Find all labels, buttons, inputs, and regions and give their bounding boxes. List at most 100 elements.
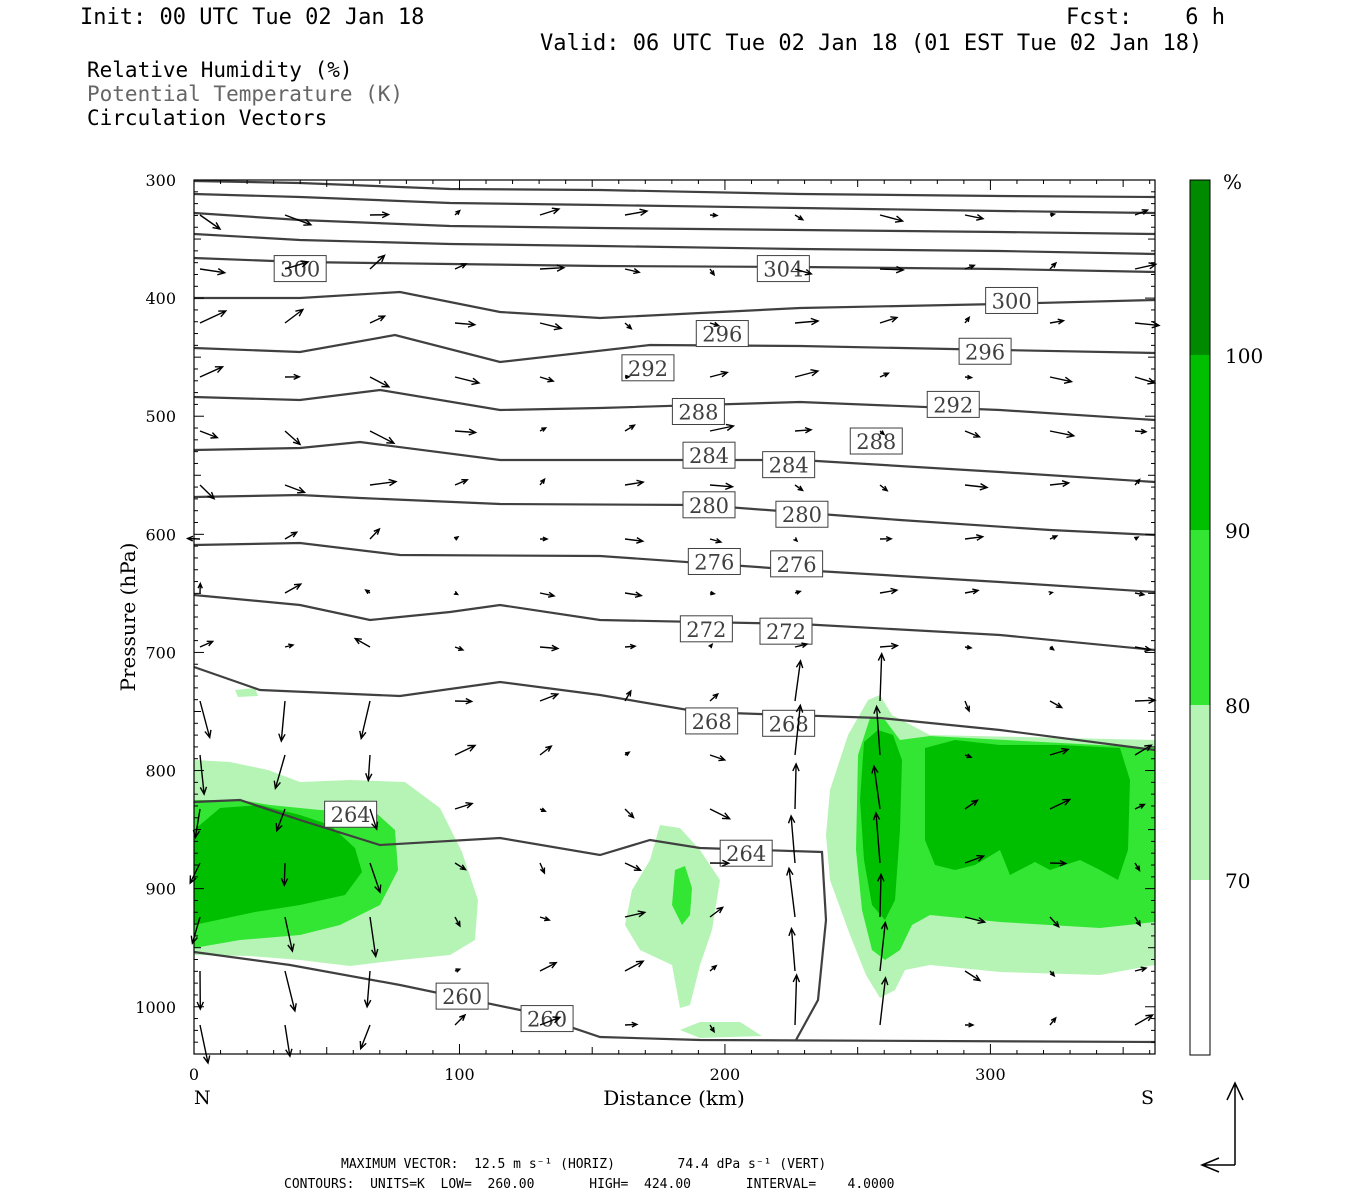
- theta-label: 280: [682, 491, 736, 519]
- vector-arrow: [793, 537, 799, 543]
- colorbar-unit: %: [1223, 170, 1242, 194]
- vector-arrow: [709, 212, 719, 218]
- vector-arrow: [624, 643, 637, 650]
- y-tick-label: 600: [145, 525, 176, 544]
- theta-contour: [194, 211, 1155, 236]
- vector-arrow: [1134, 209, 1150, 216]
- vector-arrow: [709, 268, 716, 277]
- vector-arrow: [369, 862, 382, 894]
- vector-arrow: [709, 423, 736, 432]
- vector-arrow: [1134, 645, 1153, 653]
- y-tick-label: 500: [145, 407, 176, 426]
- rh90-area-south-left: [860, 730, 902, 920]
- vector-arrow: [1134, 428, 1148, 435]
- contour-info: CONTOURS: UNITS=K LOW= 260.00 HIGH= 424.…: [284, 1177, 895, 1192]
- vector-arrow: [539, 745, 553, 756]
- rh70-area-middle: [625, 825, 720, 1008]
- circulation-vectors: [185, 207, 1161, 1065]
- vector-arrow: [1134, 696, 1157, 705]
- vector-arrow: [624, 374, 631, 380]
- vector-arrow: [624, 268, 641, 275]
- y-tick-label: 700: [145, 643, 176, 662]
- svg-text:284: 284: [689, 444, 729, 468]
- theta-label: 268: [685, 707, 739, 735]
- vector-arrow: [454, 479, 469, 486]
- vector-arrow: [879, 920, 889, 972]
- colorbar-100: [1190, 180, 1210, 355]
- vector-arrow: [284, 308, 305, 324]
- svg-text:276: 276: [694, 550, 734, 574]
- rh-shading: [194, 688, 1155, 1038]
- colorbar-label: 80: [1225, 694, 1250, 718]
- init-time: Init: 00 UTC Tue 02 Jan 18: [80, 5, 425, 30]
- theta-contour: [194, 232, 1155, 256]
- vector-arrow: [877, 872, 885, 918]
- theta-label: 296: [958, 337, 1012, 365]
- vector-arrow: [964, 430, 982, 438]
- vector-arrow: [624, 910, 647, 918]
- vector-arrow: [964, 799, 979, 810]
- svg-text:268: 268: [769, 712, 809, 736]
- vector-arrow: [709, 537, 723, 544]
- vector-arrow: [1049, 645, 1055, 651]
- svg-text:300: 300: [992, 289, 1032, 313]
- vector-arrow: [873, 704, 881, 756]
- vector-arrow: [1049, 212, 1057, 218]
- rh70-blob-1: [235, 688, 258, 697]
- colorbar-label: 90: [1225, 519, 1250, 543]
- rh90-area-south-right: [925, 740, 1130, 880]
- svg-text:260: 260: [527, 1008, 567, 1032]
- vector-arrow: [879, 976, 889, 1026]
- vector-arrow: [787, 814, 796, 864]
- vector-arrow: [199, 310, 228, 324]
- vector-arrow: [786, 866, 796, 918]
- svg-text:288: 288: [678, 400, 718, 424]
- theta-contour: [194, 593, 1155, 652]
- vector-arrow: [454, 744, 477, 756]
- y-tick-label: 300: [145, 171, 176, 190]
- vector-arrow: [624, 208, 649, 216]
- vector-arrow: [964, 214, 985, 221]
- theta-label: 272: [679, 615, 733, 643]
- vector-arrow: [964, 644, 973, 650]
- theta-contour: [194, 665, 1155, 752]
- vector-arrow: [1049, 1016, 1057, 1026]
- theta-contour: [194, 256, 1155, 274]
- x-tick-label: 300: [975, 1065, 1006, 1084]
- forecast-hour: Fcst: 6 h: [1066, 5, 1225, 30]
- vector-arrow: [454, 968, 462, 973]
- theta-contour: [194, 541, 1155, 594]
- svg-text:296: 296: [702, 323, 742, 347]
- vector-arrow: [539, 807, 547, 812]
- y-minor-ticks: [194, 179, 1155, 1055]
- colorbar: % 100 90 80 70: [1189, 170, 1263, 1056]
- vector-arrow: [539, 477, 546, 486]
- theta-label: 300: [273, 255, 327, 283]
- vector-arrow: [284, 260, 310, 270]
- vector-arrow: [454, 209, 461, 216]
- vector-arrow: [453, 535, 460, 541]
- theta-label: 280: [775, 500, 829, 528]
- vector-arrow: [454, 916, 461, 928]
- vector-arrow: [284, 430, 302, 446]
- vector-arrow: [879, 265, 905, 274]
- y-tick-label: 800: [145, 762, 176, 781]
- vector-arrow: [1049, 261, 1058, 270]
- max-vector-note: MAXIMUM VECTOR: 12.5 m s⁻¹ (HORIZ) 74.4 …: [341, 1157, 827, 1172]
- vector-arrow: [879, 316, 899, 324]
- vector-arrow: [872, 811, 881, 864]
- vector-arrow: [278, 700, 286, 743]
- svg-text:280: 280: [689, 494, 729, 518]
- vector-arrow: [284, 916, 295, 953]
- theta-label: 292: [926, 390, 980, 418]
- vector-arrow: [539, 376, 555, 383]
- theta-label: 260: [520, 1005, 574, 1033]
- title-rh: Relative Humidity (%): [87, 58, 353, 82]
- theta-label: 264: [324, 800, 378, 828]
- vector-arrow: [539, 264, 566, 272]
- vector-arrow: [964, 482, 989, 491]
- vector-arrow: [794, 659, 804, 702]
- vector-arrow: [359, 1024, 371, 1051]
- theta-label: 284: [682, 441, 736, 469]
